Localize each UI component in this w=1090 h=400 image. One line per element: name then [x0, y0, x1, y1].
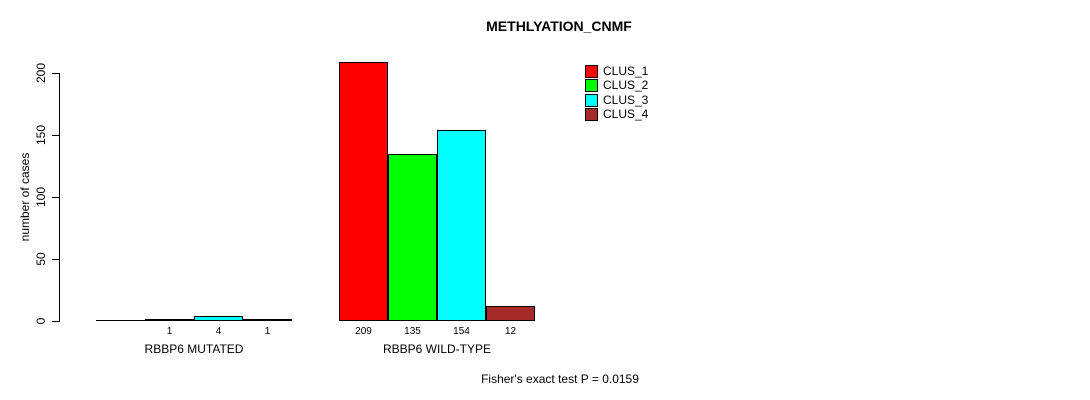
legend-row: CLUS_3 [585, 92, 705, 108]
y-tick [52, 73, 59, 74]
legend-row: CLUS_2 [585, 79, 705, 93]
legend-swatch-clus_2 [585, 79, 598, 93]
legend-swatch-clus_1 [585, 65, 598, 78]
legend-row: CLUS_1 [585, 65, 705, 79]
y-tick-label: 50 [34, 252, 48, 266]
bar-clus_4 [486, 306, 535, 321]
bar-value-label: 1 [264, 326, 271, 337]
legend-row: CLUS_4 [585, 106, 705, 122]
bar-clus_3 [437, 130, 486, 321]
y-tick-label: 200 [34, 62, 48, 84]
bar-value-label: 209 [355, 326, 372, 337]
legend-label: CLUS_1 [603, 64, 649, 78]
bar-clus_2 [145, 319, 194, 321]
y-axis-line [59, 73, 60, 322]
legend-label: CLUS_2 [603, 78, 649, 93]
legend-label: CLUS_3 [603, 92, 649, 107]
y-tick-label: 150 [34, 124, 48, 146]
y-tick-label: 100 [34, 186, 48, 208]
bar-value-label: 12 [504, 326, 517, 337]
bar-clus_1 [339, 62, 388, 321]
bar-value-label: 154 [453, 326, 470, 337]
y-tick-label: 0 [34, 317, 48, 325]
legend: CLUS_1 CLUS_2 CLUS_3 CLUS_4 [585, 65, 705, 127]
bar-clus_4 [243, 319, 292, 321]
bar-clus_3 [194, 316, 243, 321]
bar-value-label: 1 [166, 326, 173, 337]
x-category-label: RBBP6 MUTATED [144, 342, 244, 356]
legend-swatch-clus_4 [585, 107, 598, 121]
legend-swatch-clus_3 [585, 93, 598, 107]
y-tick [52, 197, 59, 198]
chart-title: METHLYATION_CNMF [486, 18, 632, 34]
bar-clus_1-zero [96, 320, 145, 321]
fisher-test-annotation: Fisher's exact test P = 0.0159 [481, 372, 639, 386]
bar-value-label: 135 [404, 326, 421, 337]
y-tick [52, 135, 59, 136]
x-category-label: RBBP6 WILD-TYPE [382, 342, 492, 356]
legend-label: CLUS_4 [603, 106, 649, 121]
y-tick [52, 259, 59, 260]
y-tick [52, 321, 59, 322]
bar-clus_2 [388, 154, 437, 321]
bar-value-label: 4 [215, 326, 222, 337]
